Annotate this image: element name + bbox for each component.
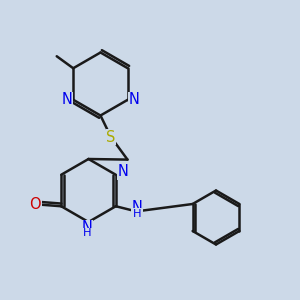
Text: N: N bbox=[61, 92, 72, 107]
Text: S: S bbox=[106, 130, 116, 145]
Text: H: H bbox=[83, 228, 91, 239]
Text: N: N bbox=[129, 92, 140, 107]
Text: N: N bbox=[82, 220, 92, 236]
Text: O: O bbox=[29, 197, 41, 212]
Text: N: N bbox=[131, 200, 142, 215]
Text: N: N bbox=[118, 164, 129, 179]
Text: H: H bbox=[133, 209, 141, 219]
